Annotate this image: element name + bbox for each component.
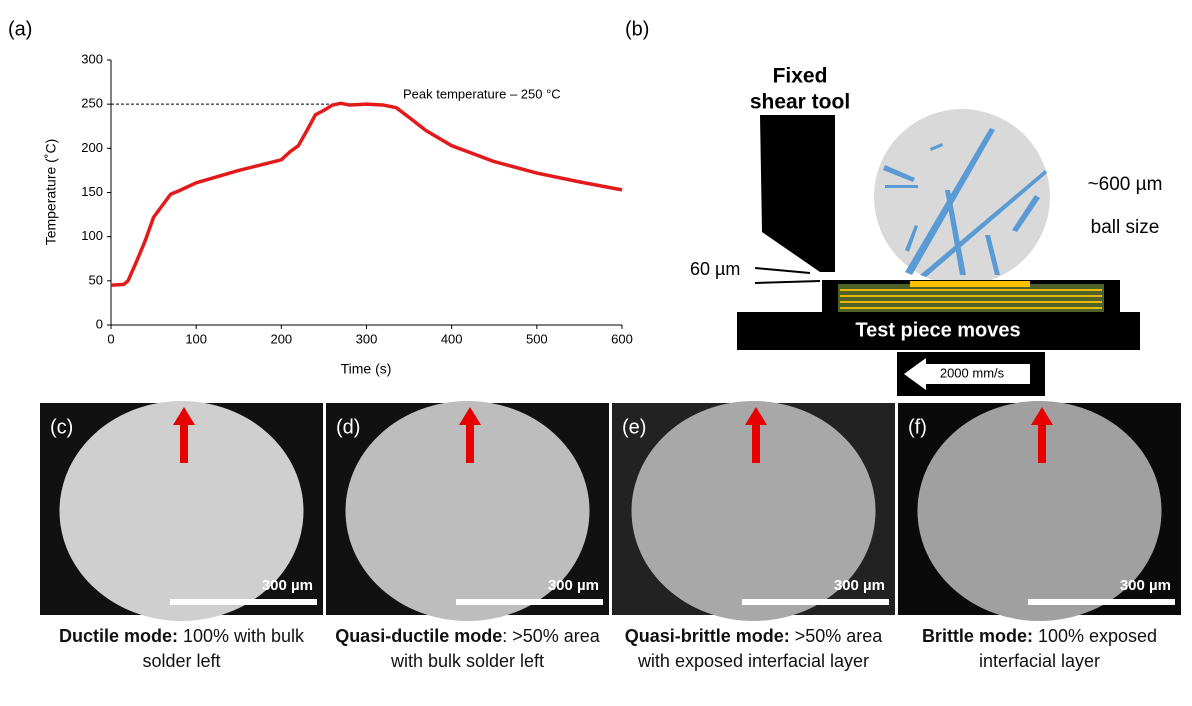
- panel-label: (a): [8, 18, 32, 40]
- caption-mode: Ductile mode:: [58, 626, 178, 646]
- solder-fracture: [59, 401, 304, 621]
- speed-label: 2000 mm/s: [940, 365, 1005, 380]
- caption-mode: Quasi-ductile mode: [335, 626, 503, 646]
- shear-arrow: [459, 407, 481, 463]
- y-axis-label: Temperature (˚C): [43, 139, 59, 246]
- y-tick-label: 150: [81, 184, 103, 199]
- panel-label: (d): [336, 416, 360, 438]
- caption: Quasi-ductile mode: >50% area with bulk …: [328, 624, 608, 674]
- y-tick-label: 0: [96, 316, 103, 331]
- y-tick-label: 50: [89, 272, 103, 287]
- panel-label: (b): [625, 18, 649, 40]
- caption-text: : >50% area with bulk solder left: [390, 626, 605, 671]
- annotation: Peak temperature – 250 °C: [403, 86, 561, 101]
- needles: [883, 128, 1047, 277]
- scale-label: 300 µm: [548, 577, 599, 594]
- shear-tool: [760, 115, 835, 272]
- solder-fracture: [345, 401, 590, 621]
- panel-label: (f): [908, 416, 927, 438]
- solder-fracture: [917, 401, 1162, 621]
- gap-line: [754, 280, 821, 284]
- caption: Ductile mode: 100% with bulk solder left: [42, 624, 322, 674]
- y-tick-label: 300: [81, 51, 103, 66]
- shear-arrow: [1031, 407, 1053, 463]
- x-tick-label: 600: [611, 331, 633, 346]
- scale-label: 300 µm: [262, 577, 313, 594]
- base: [737, 312, 1140, 350]
- gap-label: 60 µm: [690, 259, 740, 279]
- tool-label: shear tool: [750, 91, 850, 114]
- caption-text: >50% area with exposed interfacial layer: [637, 626, 888, 671]
- shear-arrow: [173, 407, 195, 463]
- tool-label: Fixed: [773, 65, 828, 88]
- substrate-layers: [840, 289, 1102, 309]
- shear-diagram: Fixed shear tool Test piece moves 2000 m…: [690, 65, 1162, 396]
- y-tick-label: 250: [81, 96, 103, 111]
- x-axis-label: Time (s): [341, 361, 392, 377]
- x-tick-label: 500: [526, 331, 548, 346]
- scale-label: 300 µm: [1120, 577, 1171, 594]
- gap-line: [754, 267, 811, 274]
- shear-arrow: [745, 407, 767, 463]
- panel-label: (c): [50, 416, 73, 438]
- temperature-line: [110, 101, 623, 287]
- caption-mode: Brittle mode:: [921, 626, 1033, 646]
- scale-bar: [1028, 599, 1175, 605]
- base-label: Test piece moves: [855, 319, 1020, 341]
- solder-ball: [874, 109, 1050, 285]
- arrow: [904, 358, 1030, 390]
- caption-text: 100% exposed interfacial layer: [978, 626, 1163, 671]
- x-tick-label: 200: [270, 331, 292, 346]
- caption-mode: Quasi-brittle mode:: [624, 626, 790, 646]
- pad: [910, 281, 1030, 287]
- scale-label: 300 µm: [834, 577, 885, 594]
- ball-label: ball size: [1091, 217, 1160, 238]
- scale-bar: [170, 599, 317, 605]
- x-tick-label: 0: [107, 331, 114, 346]
- x-tick-label: 300: [356, 331, 378, 346]
- caption: Brittle mode: 100% exposed interfacial l…: [900, 624, 1180, 674]
- solder-fracture: [631, 401, 876, 621]
- scale-bar: [456, 599, 603, 605]
- y-tick-label: 100: [81, 228, 103, 243]
- caption-text: 100% with bulk solder left: [142, 626, 310, 671]
- x-tick-label: 400: [441, 331, 463, 346]
- x-tick-label: 100: [185, 331, 207, 346]
- y-tick-label: 200: [81, 140, 103, 155]
- panel-label: (e): [622, 416, 646, 438]
- ball-label: ~600 µm: [1088, 174, 1163, 195]
- scale-bar: [742, 599, 889, 605]
- caption: Quasi-brittle mode: >50% area with expos…: [614, 624, 894, 674]
